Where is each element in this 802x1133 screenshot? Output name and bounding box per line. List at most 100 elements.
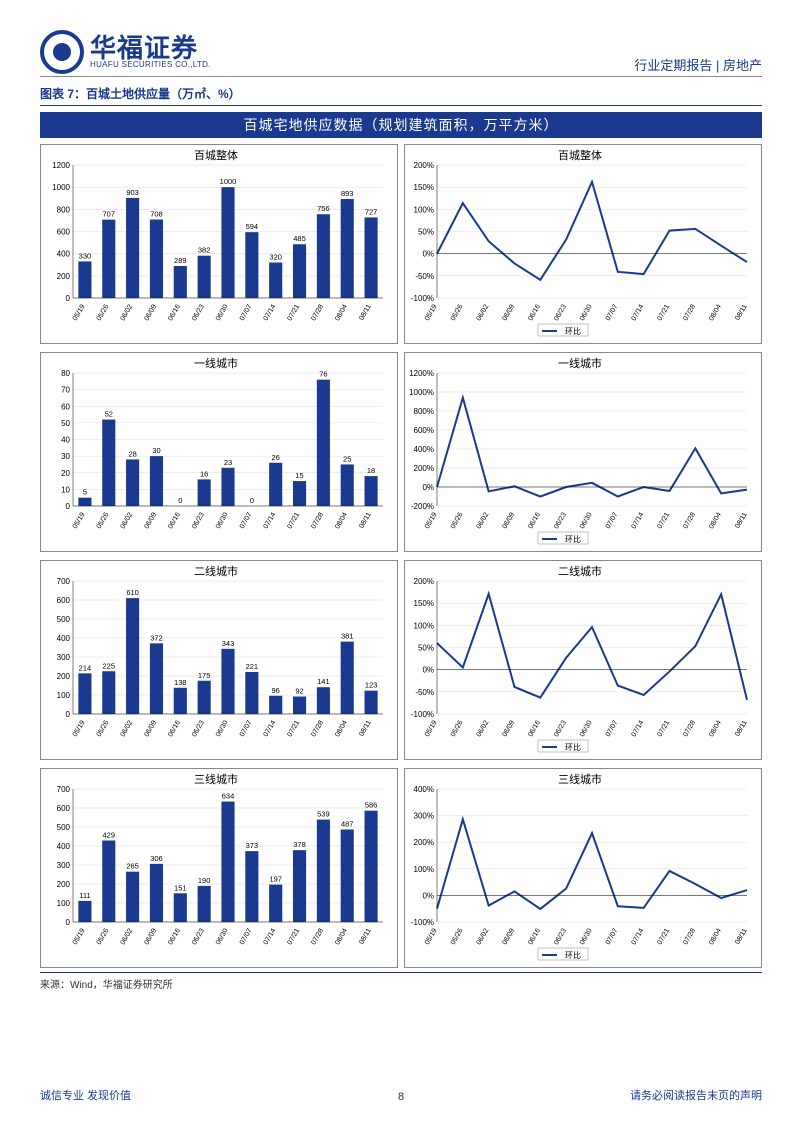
- svg-text:0%: 0%: [422, 666, 434, 675]
- svg-text:07/14: 07/14: [263, 927, 278, 946]
- svg-text:06/16: 06/16: [527, 511, 542, 530]
- svg-text:150%: 150%: [414, 183, 434, 192]
- svg-text:372: 372: [150, 633, 163, 642]
- svg-text:1000: 1000: [52, 183, 70, 192]
- svg-text:200%: 200%: [414, 464, 434, 473]
- svg-text:382: 382: [198, 246, 211, 255]
- svg-text:175: 175: [198, 671, 211, 680]
- svg-text:05/19: 05/19: [424, 511, 439, 530]
- svg-text:06/16: 06/16: [527, 927, 542, 946]
- svg-text:06/02: 06/02: [476, 719, 491, 738]
- svg-text:893: 893: [341, 189, 354, 198]
- svg-text:300: 300: [57, 653, 71, 662]
- svg-text:306: 306: [150, 854, 163, 863]
- svg-text:06/02: 06/02: [120, 303, 135, 322]
- svg-text:07/14: 07/14: [631, 927, 646, 946]
- svg-text:05/19: 05/19: [424, 927, 439, 946]
- svg-text:200: 200: [57, 272, 71, 281]
- svg-text:05/26: 05/26: [450, 511, 465, 530]
- svg-text:200%: 200%: [414, 838, 434, 847]
- svg-text:06/23: 06/23: [191, 303, 206, 322]
- svg-text:485: 485: [293, 234, 306, 243]
- svg-text:373: 373: [246, 841, 259, 850]
- svg-text:07/21: 07/21: [286, 719, 301, 738]
- svg-text:07/28: 07/28: [682, 927, 697, 946]
- svg-text:06/02: 06/02: [476, 927, 491, 946]
- svg-text:0: 0: [66, 710, 71, 719]
- svg-text:225: 225: [103, 661, 116, 670]
- svg-text:111: 111: [79, 891, 90, 900]
- svg-text:06/23: 06/23: [191, 511, 206, 530]
- svg-text:08/04: 08/04: [334, 719, 349, 738]
- svg-text:06/30: 06/30: [215, 927, 230, 946]
- svg-text:197: 197: [269, 875, 282, 884]
- svg-text:708: 708: [150, 210, 163, 219]
- svg-text:50%: 50%: [418, 228, 434, 237]
- svg-text:07/21: 07/21: [656, 511, 671, 530]
- svg-text:07/14: 07/14: [263, 511, 278, 530]
- svg-text:06/09: 06/09: [501, 927, 516, 946]
- svg-text:06/16: 06/16: [167, 511, 182, 530]
- svg-text:1200%: 1200%: [409, 369, 434, 378]
- svg-text:610: 610: [126, 588, 139, 597]
- chart-title: 二线城市: [194, 564, 238, 578]
- svg-text:06/09: 06/09: [501, 719, 516, 738]
- svg-text:400%: 400%: [414, 785, 434, 794]
- svg-text:07/28: 07/28: [310, 927, 325, 946]
- svg-text:05/19: 05/19: [72, 927, 87, 946]
- svg-text:06/09: 06/09: [143, 927, 158, 946]
- svg-text:08/11: 08/11: [734, 511, 749, 529]
- svg-text:100%: 100%: [414, 621, 434, 630]
- svg-text:500: 500: [57, 615, 71, 624]
- svg-text:05/19: 05/19: [424, 719, 439, 738]
- svg-text:600: 600: [57, 804, 71, 813]
- svg-text:08/04: 08/04: [334, 303, 349, 322]
- svg-text:200%: 200%: [414, 577, 434, 586]
- svg-text:330: 330: [79, 251, 92, 260]
- svg-text:07/07: 07/07: [239, 719, 254, 738]
- chart-title: 一线城市: [194, 356, 238, 370]
- svg-text:05/26: 05/26: [96, 927, 111, 946]
- svg-text:07/07: 07/07: [239, 511, 254, 530]
- svg-text:150%: 150%: [414, 599, 434, 608]
- page-header: 华福证券 HUAFU SECURITIES CO.,LTD. 行业定期报告 | …: [40, 30, 762, 77]
- svg-text:06/23: 06/23: [553, 511, 568, 530]
- svg-text:08/04: 08/04: [334, 927, 349, 946]
- svg-text:800%: 800%: [414, 407, 434, 416]
- svg-text:07/07: 07/07: [605, 927, 620, 946]
- svg-text:200%: 200%: [414, 161, 434, 170]
- svg-text:80: 80: [61, 369, 70, 378]
- svg-text:环比: 环比: [565, 534, 581, 544]
- svg-text:28: 28: [128, 449, 136, 458]
- svg-text:08/04: 08/04: [708, 511, 723, 530]
- svg-text:500: 500: [57, 823, 71, 832]
- svg-text:0: 0: [66, 502, 71, 511]
- svg-text:06/09: 06/09: [501, 511, 516, 530]
- svg-text:07/07: 07/07: [605, 303, 620, 322]
- svg-text:400: 400: [57, 634, 71, 643]
- svg-text:07/21: 07/21: [286, 927, 301, 946]
- svg-text:06/30: 06/30: [579, 927, 594, 946]
- svg-text:200: 200: [57, 880, 71, 889]
- figure-title: 图表 7：百城土地供应量（万㎡、%）: [40, 85, 762, 106]
- svg-text:07/14: 07/14: [263, 303, 278, 322]
- svg-text:05/19: 05/19: [72, 511, 87, 530]
- svg-text:06/23: 06/23: [553, 303, 568, 322]
- svg-text:100%: 100%: [414, 865, 434, 874]
- svg-text:07/07: 07/07: [605, 719, 620, 738]
- svg-text:05/26: 05/26: [96, 303, 111, 322]
- svg-text:06/16: 06/16: [527, 303, 542, 322]
- svg-text:08/11: 08/11: [358, 511, 373, 529]
- svg-text:08/04: 08/04: [334, 511, 349, 530]
- svg-text:10: 10: [61, 485, 70, 494]
- svg-text:586: 586: [365, 801, 378, 810]
- svg-text:07/21: 07/21: [656, 719, 671, 738]
- svg-text:06/02: 06/02: [476, 303, 491, 322]
- svg-text:141: 141: [317, 677, 330, 686]
- svg-text:18: 18: [367, 466, 375, 475]
- svg-text:707: 707: [103, 210, 116, 219]
- svg-text:07/07: 07/07: [239, 303, 254, 322]
- svg-text:265: 265: [126, 862, 139, 871]
- svg-text:06/30: 06/30: [215, 719, 230, 738]
- svg-text:50%: 50%: [418, 644, 434, 653]
